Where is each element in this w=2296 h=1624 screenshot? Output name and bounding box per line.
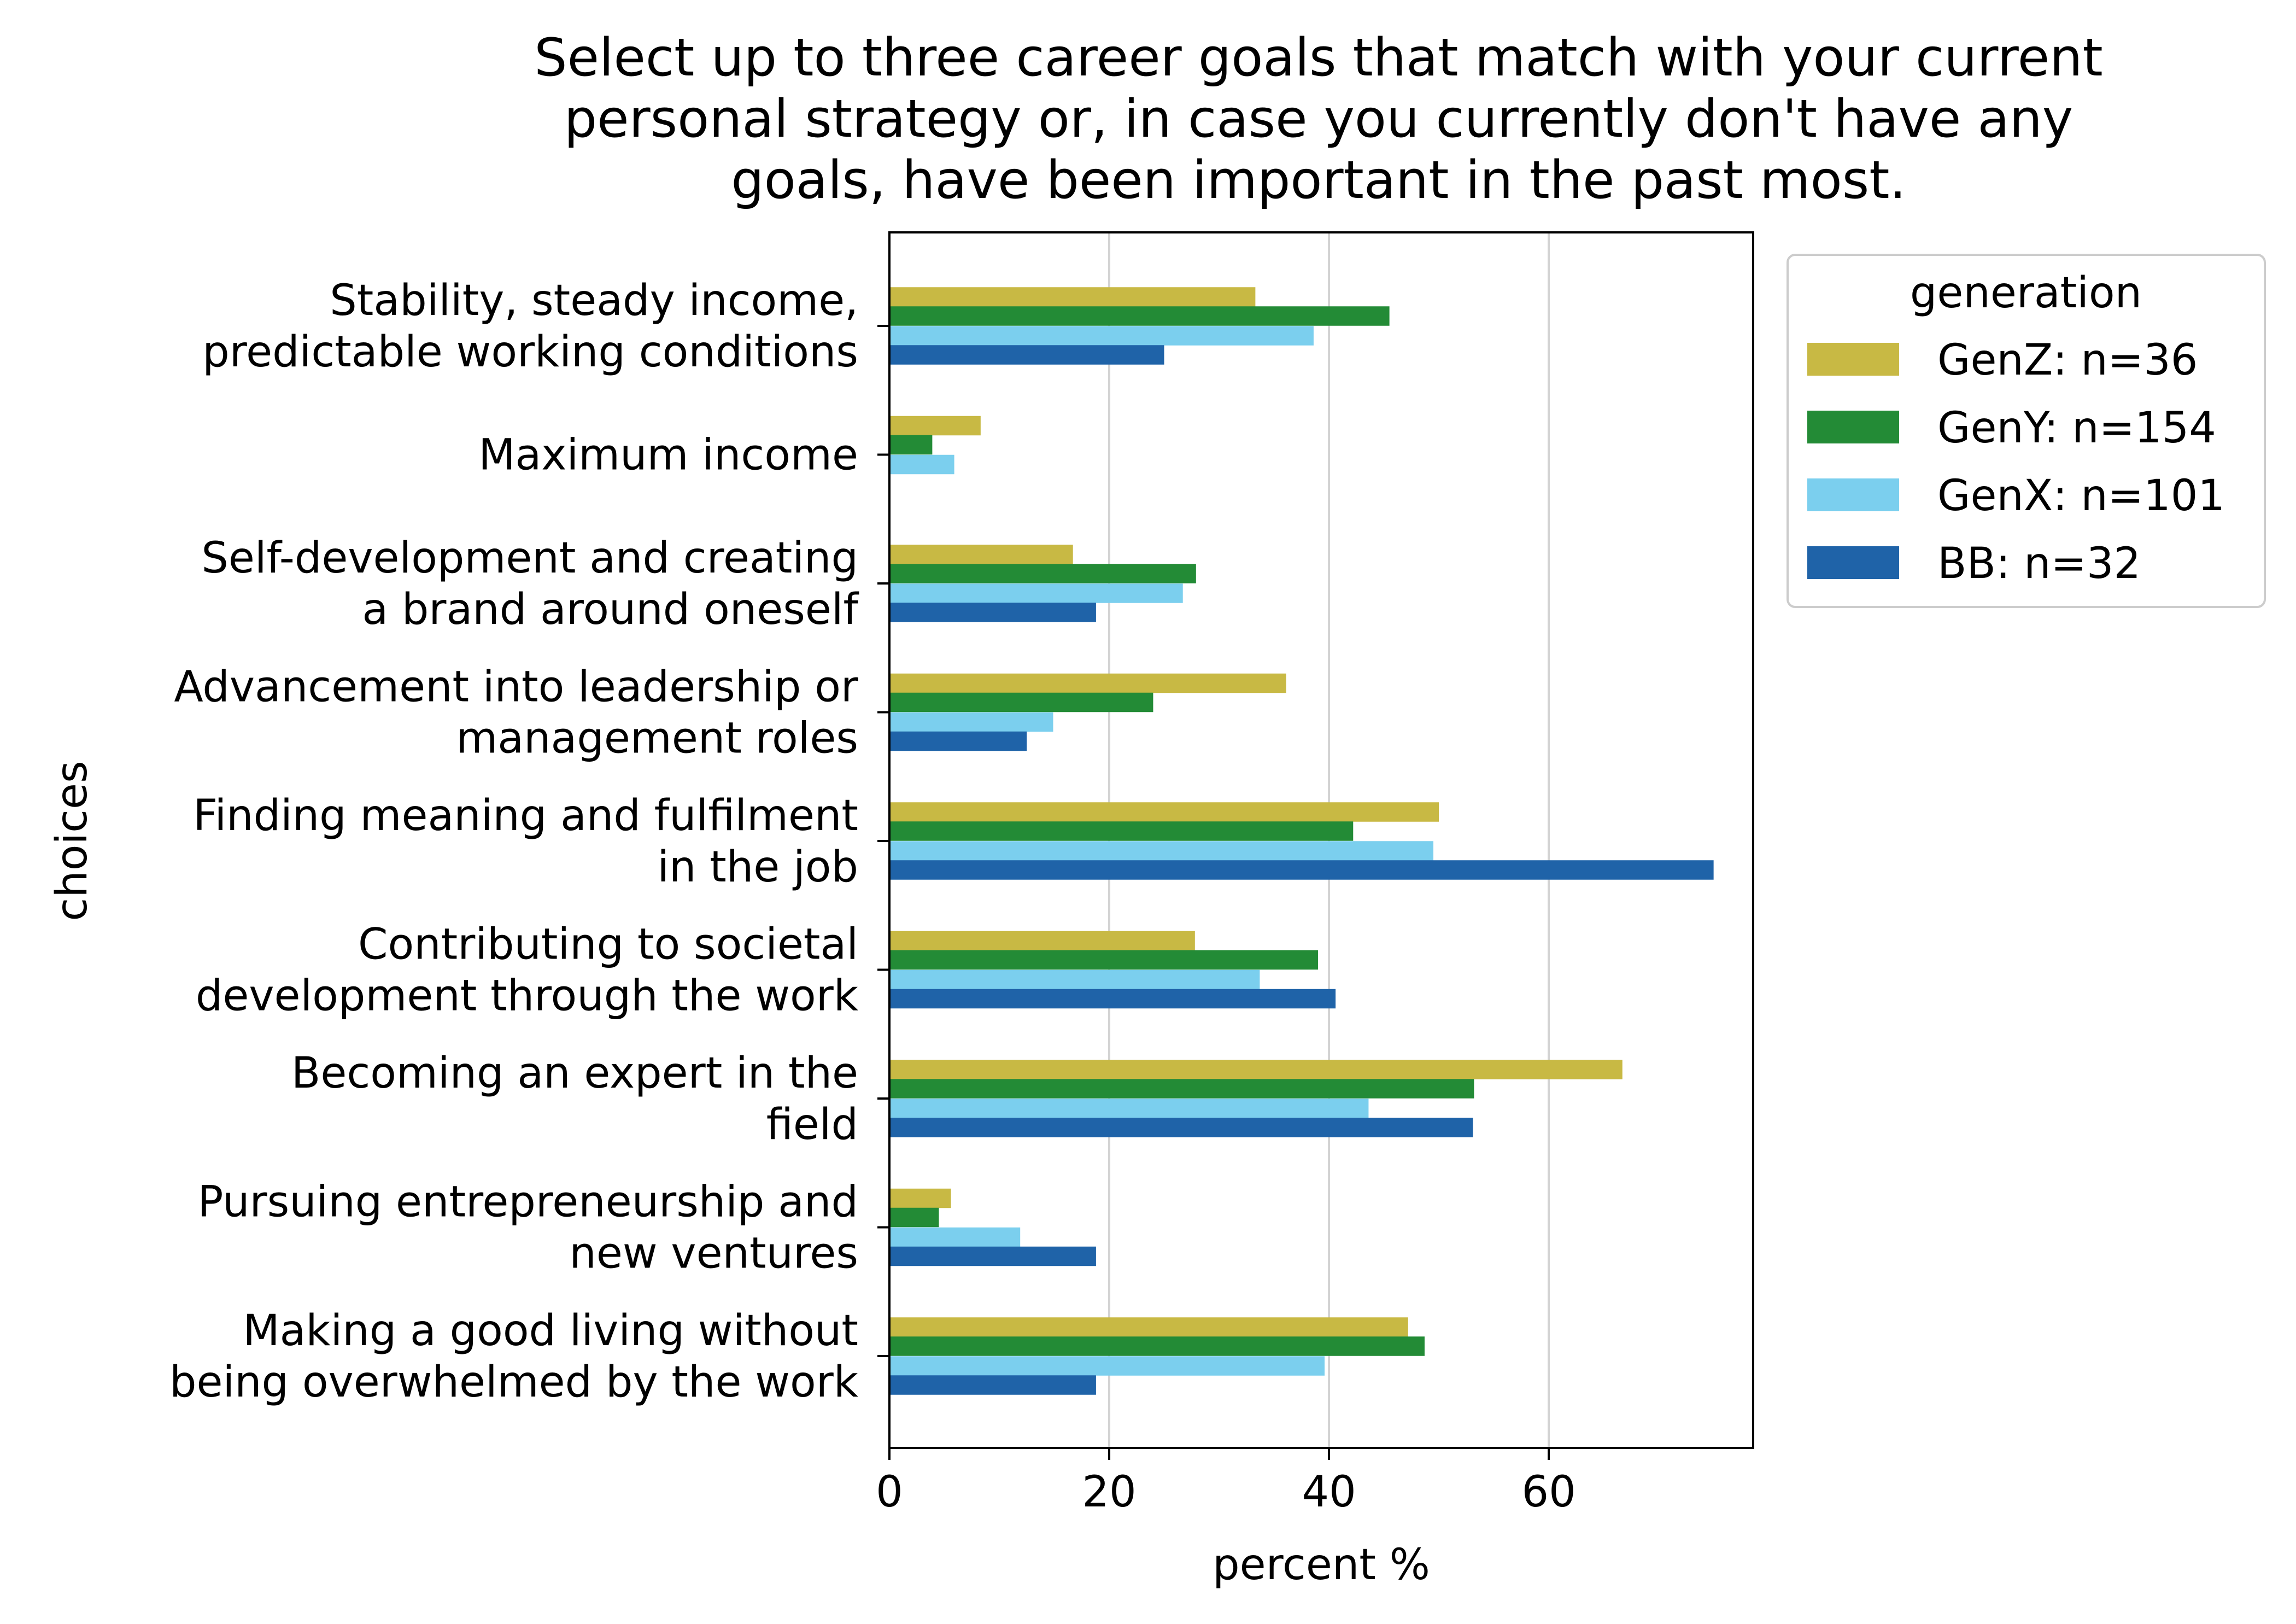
x-tick-label: 20 [1082, 1468, 1136, 1517]
legend-swatch [1807, 546, 1899, 579]
y-tick-label: field [766, 1100, 858, 1149]
bar [889, 1246, 1096, 1266]
bar [889, 841, 1434, 861]
y-tick-label: a brand around oneself [362, 585, 859, 634]
y-tick-label: predictable working conditions [202, 328, 858, 377]
legend-label: GenY: n=154 [1937, 404, 2216, 453]
bar [889, 454, 954, 475]
bar [889, 989, 1336, 1009]
bar [889, 1118, 1473, 1137]
bar [889, 583, 1183, 603]
y-axis-label: choices [48, 761, 97, 921]
y-tick-label: development through the work [196, 972, 858, 1021]
bar [889, 603, 1096, 622]
y-tick-label: Maximum income [478, 431, 858, 480]
y-tick-label: Becoming an expert in the [291, 1049, 858, 1098]
legend-frame [1787, 254, 2266, 608]
y-tick-label: being overwhelmed by the work [169, 1358, 858, 1407]
bar [889, 673, 1286, 693]
bar [889, 287, 1256, 307]
x-tick-label: 60 [1521, 1468, 1575, 1517]
y-axis-ticks: Stability, steady income,predictable wor… [169, 276, 889, 1407]
legend-label: GenX: n=101 [1937, 471, 2225, 521]
y-tick-label: new ventures [569, 1229, 858, 1278]
chart-title: Select up to three career goals that mat… [534, 28, 2102, 211]
bar [889, 931, 1195, 951]
legend-label: GenZ: n=36 [1937, 336, 2198, 385]
x-axis-ticks: 0 20 40 60 [876, 1448, 1576, 1517]
legend-label: BB: n=32 [1937, 539, 2141, 588]
chart-title-line: goals, have been important in the past m… [731, 150, 1906, 211]
bar [889, 821, 1354, 841]
x-tick-label: 0 [876, 1468, 903, 1517]
bar [889, 860, 1714, 880]
bar [889, 1207, 939, 1228]
legend-swatch [1807, 411, 1899, 443]
bar [889, 802, 1439, 822]
y-tick-label: management roles [456, 714, 858, 763]
bar [889, 1356, 1325, 1376]
bar [889, 416, 981, 436]
bar [889, 1099, 1369, 1118]
y-tick-label: Contributing to societal [358, 920, 858, 969]
bar [889, 1188, 951, 1208]
bars [889, 287, 1714, 1395]
legend-swatch [1807, 478, 1899, 511]
legend: generation GenZ: n=36 GenY: n=154 GenX: n=… [1787, 254, 2266, 608]
bar [889, 326, 1314, 346]
y-tick-label: Advancement into leadership or [174, 663, 859, 712]
y-tick-label: Pursuing entrepreneurship and [197, 1178, 858, 1227]
bar [889, 692, 1153, 712]
legend-items: GenZ: n=36 GenY: n=154 GenX: n=101 BB: n=32 [1807, 336, 2225, 588]
legend-swatch [1807, 343, 1899, 376]
chart-title-line: Select up to three career goals that mat… [534, 28, 2102, 88]
bar [889, 345, 1164, 365]
bar [889, 950, 1318, 970]
y-tick-label: Finding meaning and fulfilment [193, 791, 858, 840]
x-axis-label: percent % [1213, 1540, 1430, 1590]
bar [889, 564, 1196, 583]
y-tick-label: in the job [657, 843, 858, 892]
bar [889, 731, 1027, 751]
bar [889, 1060, 1623, 1079]
bar [889, 1375, 1096, 1395]
y-tick-label: Stability, steady income, [330, 276, 858, 325]
x-tick-label: 40 [1302, 1468, 1356, 1517]
y-tick-label: Making a good living without [243, 1306, 858, 1356]
bar [889, 306, 1390, 326]
bar [889, 1336, 1425, 1356]
bar [889, 1317, 1408, 1337]
bar [889, 545, 1073, 564]
legend-title: generation [1910, 268, 2142, 318]
bar [889, 1227, 1021, 1247]
bar [889, 712, 1053, 732]
chart-title-line: personal strategy or, in case you curren… [564, 89, 2073, 149]
y-tick-label: Self-development and creating [201, 534, 858, 583]
bar [889, 435, 933, 455]
bar [889, 1079, 1474, 1099]
bar [889, 969, 1260, 990]
